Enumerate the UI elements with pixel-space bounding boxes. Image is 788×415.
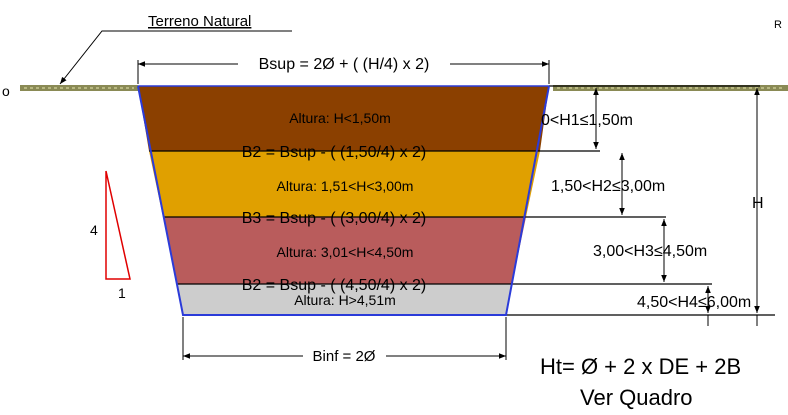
terreno-natural-label: Terreno Natural (148, 13, 251, 30)
layer-3-label: Altura: 3,01<H<4,50m (277, 244, 414, 260)
slope-horizontal-label: 1 (118, 285, 126, 301)
layer-4-fill (177, 284, 512, 315)
b3-formula: B3 = Bsup - ( (3,00/4) x 2) (242, 210, 427, 227)
bsup-dimension (137, 60, 550, 84)
left-edge-text: o (2, 83, 10, 99)
layer-1-fill (138, 86, 549, 151)
slope-vertical-label: 4 (90, 222, 98, 238)
layer-3-fill (163, 217, 526, 284)
layer-1-label: Altura: H<1,50m (289, 110, 391, 126)
corner-text: R (774, 19, 782, 31)
layer-boundaries (149, 85, 775, 316)
layer-2-label: Altura: 1,51<H<3,00m (277, 178, 414, 194)
total-height-label: H (752, 195, 764, 212)
binf-label: Binf = 2Ø (313, 348, 376, 365)
range-4-label: 4,50<H4≤6,00m (637, 294, 751, 311)
height-step-dimensions (593, 88, 760, 326)
range-2-label: 1,50<H2≤3,00m (551, 178, 665, 195)
range-1-label: 0<H1≤1,50m (541, 112, 633, 129)
layer-4-label: Altura: H>4,51m (294, 292, 396, 308)
ht-formula: Ht= Ø + 2 x DE + 2B (540, 354, 741, 379)
ver-quadro-label: Ver Quadro (580, 385, 693, 410)
b2-second-formula: B2 = Bsup - ( (4,50/4) x 2) (242, 277, 427, 294)
trench-outline (137, 85, 550, 316)
bsup-label: Bsup = 2Ø + ( (H/4) x 2) (259, 56, 430, 73)
range-3-label: 3,00<H3≤4,50m (593, 243, 707, 260)
layer-2-fill (149, 151, 540, 217)
binf-dimension (182, 317, 507, 360)
slope-triangle: 4 1 (90, 170, 131, 301)
terreno-leader-line (59, 30, 292, 85)
b2-first-formula: B2 = Bsup - ( (1,50/4) x 2) (242, 144, 427, 161)
